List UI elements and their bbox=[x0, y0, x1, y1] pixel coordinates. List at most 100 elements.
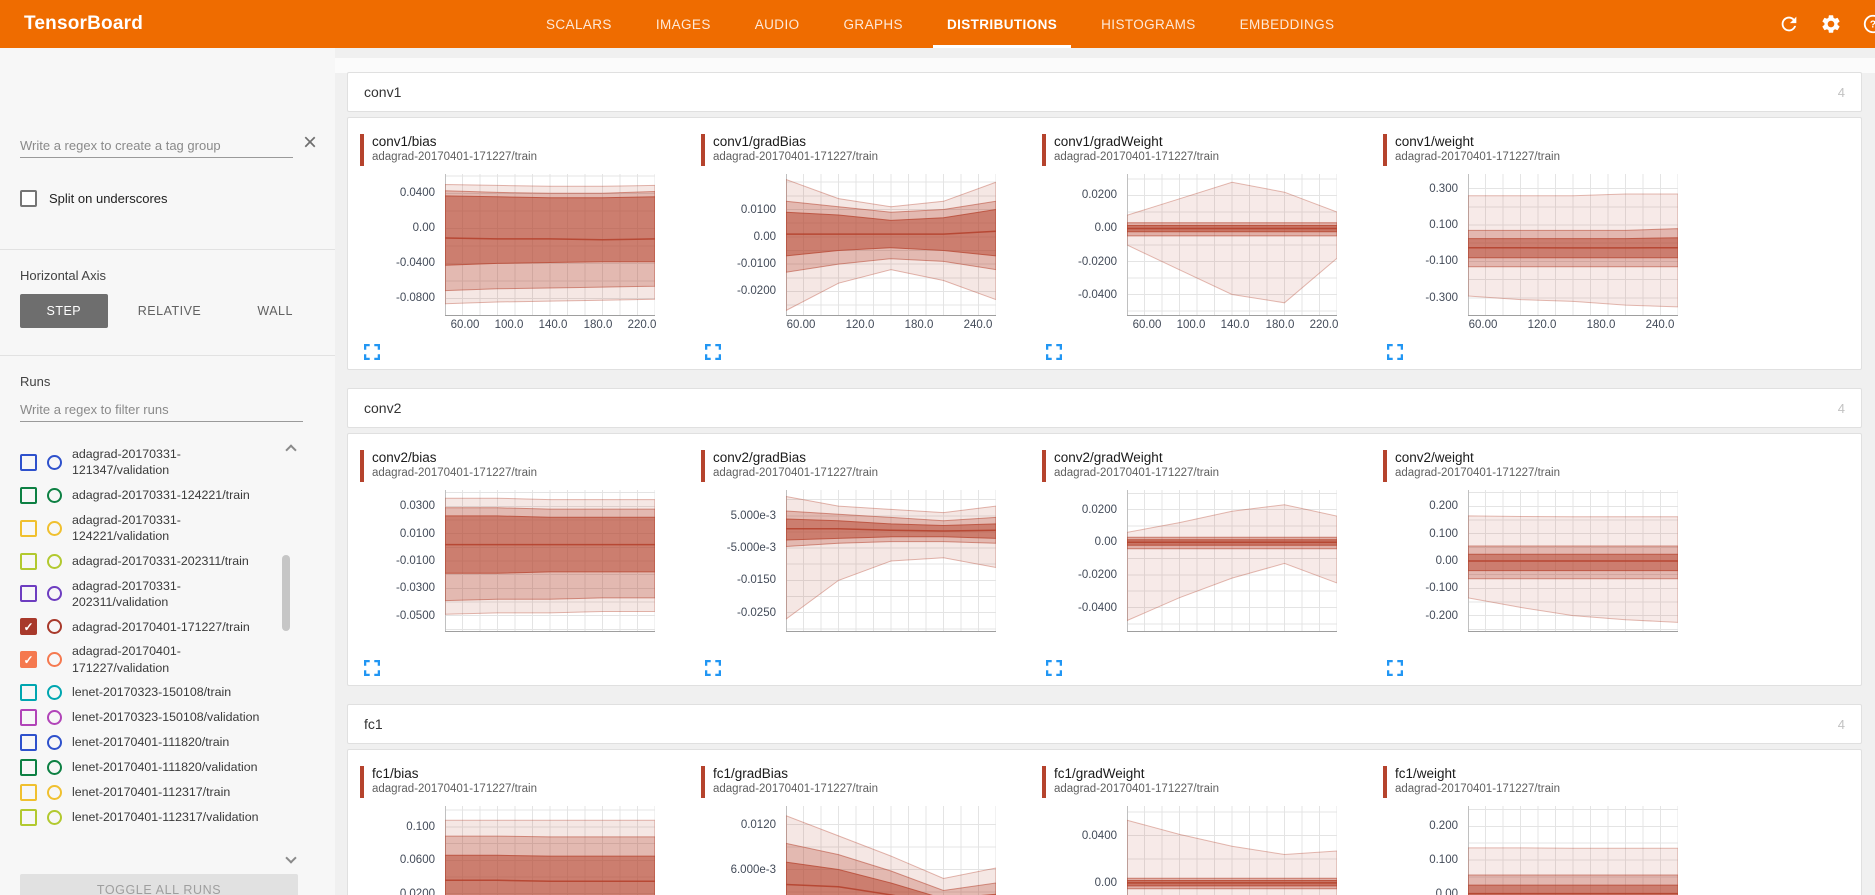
expand-icon[interactable] bbox=[705, 660, 721, 676]
tab-embeddings[interactable]: EMBEDDINGS bbox=[1239, 16, 1335, 32]
split-underscores-row[interactable]: Split on underscores bbox=[20, 190, 168, 207]
distribution-chart: fc1/weight adagrad-20170401-171227/train… bbox=[1383, 766, 1724, 895]
run-checkbox[interactable] bbox=[20, 519, 37, 537]
expand-icon[interactable] bbox=[705, 344, 721, 360]
help-icon[interactable]: ? bbox=[1861, 12, 1875, 36]
y-tick-label: 0.00 bbox=[1094, 877, 1117, 889]
run-color-radio[interactable] bbox=[47, 520, 62, 536]
tab-distributions[interactable]: DISTRIBUTIONS bbox=[933, 0, 1071, 48]
run-color-radio[interactable] bbox=[47, 810, 62, 825]
run-color-radio[interactable] bbox=[47, 760, 62, 775]
run-item[interactable]: adagrad-20170331-202311/train bbox=[20, 549, 335, 574]
run-color-radio[interactable] bbox=[47, 710, 62, 725]
y-tick-label: -0.0400 bbox=[1077, 289, 1117, 301]
run-color-radio[interactable] bbox=[47, 586, 62, 602]
run-item[interactable]: lenet-20170323-150108/validation bbox=[20, 705, 335, 730]
run-item[interactable]: lenet-20170401-111820/train bbox=[20, 730, 335, 755]
settings-icon[interactable] bbox=[1819, 12, 1843, 36]
distribution-plot[interactable] bbox=[786, 490, 996, 632]
distribution-plot[interactable] bbox=[445, 174, 655, 316]
x-tick-label: 240.0 bbox=[963, 319, 993, 331]
run-item[interactable]: ✓ adagrad-20170401-171227/train bbox=[20, 614, 335, 639]
run-checkbox[interactable] bbox=[20, 759, 37, 776]
distribution-plot[interactable] bbox=[445, 490, 655, 632]
close-icon[interactable]: × bbox=[302, 129, 317, 156]
run-checkbox[interactable] bbox=[20, 809, 37, 826]
run-checkbox[interactable] bbox=[20, 784, 37, 801]
divider bbox=[0, 249, 335, 250]
tab-histograms[interactable]: HISTOGRAMS bbox=[1101, 16, 1196, 32]
y-axis: 0.300 0.100 -0.100 -0.300 bbox=[1383, 174, 1468, 316]
run-checkbox[interactable] bbox=[20, 552, 37, 570]
run-checkbox[interactable] bbox=[20, 709, 37, 726]
distribution-plot[interactable] bbox=[1468, 174, 1678, 316]
tab-images[interactable]: IMAGES bbox=[655, 16, 711, 32]
expand-icon[interactable] bbox=[364, 660, 380, 676]
expand-icon[interactable] bbox=[364, 344, 380, 360]
run-item[interactable]: lenet-20170401-112317/validation bbox=[20, 805, 335, 830]
axis-step-button[interactable]: STEP bbox=[20, 294, 108, 328]
run-checkbox[interactable]: ✓ bbox=[20, 651, 37, 669]
expand-icon[interactable] bbox=[1046, 344, 1062, 360]
expand-icon[interactable] bbox=[1387, 660, 1403, 676]
expand-icon[interactable] bbox=[1387, 344, 1403, 360]
distribution-plot[interactable] bbox=[445, 806, 655, 895]
y-tick-label: 5.000e-3 bbox=[730, 510, 776, 522]
run-item[interactable]: adagrad-20170331-202311/validation bbox=[20, 574, 335, 615]
section-header-conv2[interactable]: conv2 4 bbox=[347, 388, 1862, 428]
y-tick-label: -5.000e-3 bbox=[726, 542, 776, 554]
split-underscores-checkbox[interactable] bbox=[20, 190, 37, 207]
run-item[interactable]: ✓ adagrad-20170401-171227/validation bbox=[20, 639, 335, 680]
run-checkbox[interactable] bbox=[20, 453, 37, 471]
runs-regex-input[interactable] bbox=[20, 398, 303, 422]
section-header-fc1[interactable]: fc1 4 bbox=[347, 704, 1862, 744]
run-accent-bar bbox=[701, 134, 705, 166]
distribution-plot[interactable] bbox=[1468, 490, 1678, 632]
y-tick-label: -0.0100 bbox=[736, 258, 776, 270]
run-item[interactable]: adagrad-20170331-124221/validation bbox=[20, 508, 335, 549]
distribution-plot[interactable] bbox=[1127, 490, 1337, 632]
run-checkbox[interactable] bbox=[20, 486, 37, 504]
run-color-radio[interactable] bbox=[47, 735, 62, 750]
run-item[interactable]: adagrad-20170331-124221/train bbox=[20, 483, 335, 508]
tab-audio[interactable]: AUDIO bbox=[754, 16, 800, 32]
x-tick-label: 100.0 bbox=[494, 319, 524, 331]
distribution-plot[interactable] bbox=[1127, 806, 1337, 895]
tab-graphs[interactable]: GRAPHS bbox=[843, 16, 903, 32]
distribution-plot[interactable] bbox=[1127, 174, 1337, 316]
run-item[interactable]: adagrad-20170331-121347/validation bbox=[20, 442, 335, 483]
run-color-radio[interactable] bbox=[47, 487, 62, 503]
tag-regex-input[interactable] bbox=[20, 134, 293, 158]
toggle-all-runs-button[interactable]: TOGGLE ALL RUNS bbox=[20, 874, 298, 895]
section-header-conv1[interactable]: conv1 4 bbox=[347, 72, 1862, 112]
run-checkbox[interactable] bbox=[20, 585, 37, 603]
distribution-plot[interactable] bbox=[1468, 806, 1678, 895]
run-item[interactable]: lenet-20170323-150108/train bbox=[20, 680, 335, 705]
tab-scalars[interactable]: SCALARS bbox=[546, 16, 612, 32]
distribution-plot[interactable] bbox=[786, 174, 996, 316]
run-color-radio[interactable] bbox=[47, 619, 62, 635]
run-color-radio[interactable] bbox=[47, 652, 62, 668]
x-axis: 60.00 100.0 140.0 180.0 220.0 bbox=[445, 316, 657, 338]
axis-relative-button[interactable]: RELATIVE bbox=[126, 294, 214, 328]
run-color-radio[interactable] bbox=[47, 785, 62, 800]
axis-wall-button[interactable]: WALL bbox=[231, 294, 319, 328]
run-checkbox[interactable] bbox=[20, 734, 37, 751]
run-item[interactable]: lenet-20170401-111820/validation bbox=[20, 755, 335, 780]
run-checkbox[interactable] bbox=[20, 684, 37, 701]
refresh-icon[interactable] bbox=[1777, 12, 1801, 36]
chart-header: conv2/bias adagrad-20170401-171227/train bbox=[360, 450, 701, 484]
chart-header: conv2/gradBias adagrad-20170401-171227/t… bbox=[701, 450, 1042, 484]
run-item[interactable]: lenet-20170401-112317/train bbox=[20, 780, 335, 805]
distribution-plot[interactable] bbox=[786, 806, 996, 895]
runs-scrollbar[interactable] bbox=[282, 555, 290, 631]
section-title: conv1 bbox=[364, 84, 402, 100]
chart-run-name: adagrad-20170401-171227/train bbox=[372, 466, 537, 479]
run-color-radio[interactable] bbox=[47, 454, 62, 470]
expand-icon[interactable] bbox=[1046, 660, 1062, 676]
run-color-radio[interactable] bbox=[47, 685, 62, 700]
run-color-radio[interactable] bbox=[47, 553, 62, 569]
run-checkbox[interactable]: ✓ bbox=[20, 618, 37, 636]
y-tick-label: -0.0400 bbox=[395, 257, 435, 269]
